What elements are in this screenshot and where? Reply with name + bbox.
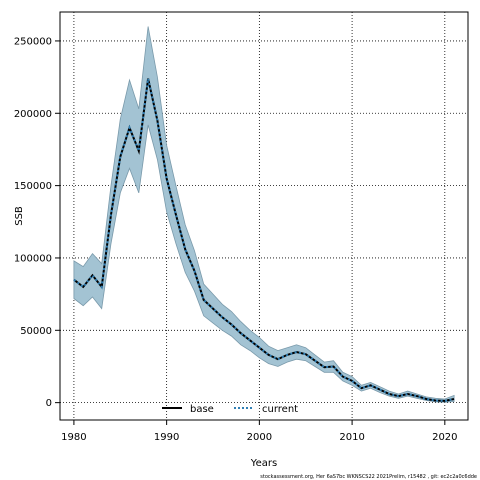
y-axis-title: SSB — [14, 206, 25, 226]
series-layer — [73, 78, 455, 402]
legend-current-label: current — [262, 404, 298, 415]
legend: base current — [162, 404, 298, 415]
grid — [60, 12, 468, 420]
x-tick-label: 2000 — [247, 432, 272, 443]
x-axis-title: Years — [250, 458, 277, 469]
y-tick-label: 150000 — [14, 181, 52, 192]
y-tick-label: 0 — [46, 398, 52, 409]
legend-base-label: base — [190, 404, 214, 415]
x-tick-label: 2020 — [432, 432, 457, 443]
axes: 1980 1990 2000 2010 2020 0 50000 100000 150000 20… — [14, 36, 458, 443]
y-tick-label: 250000 — [14, 36, 52, 47]
x-tick-label: 1980 — [61, 432, 86, 443]
y-tick-label: 50000 — [20, 326, 52, 337]
x-tick-label: 1990 — [154, 432, 179, 443]
footnote: stockassessment.org, Her 6aS7bc WKNSCS22… — [260, 474, 477, 480]
plot-frame — [59, 11, 469, 421]
y-tick-label: 200000 — [14, 109, 52, 120]
y-tick-label: 100000 — [14, 253, 52, 264]
x-tick-label: 2010 — [339, 432, 364, 443]
series-line-current — [73, 78, 455, 402]
confidence-band — [73, 26, 455, 403]
